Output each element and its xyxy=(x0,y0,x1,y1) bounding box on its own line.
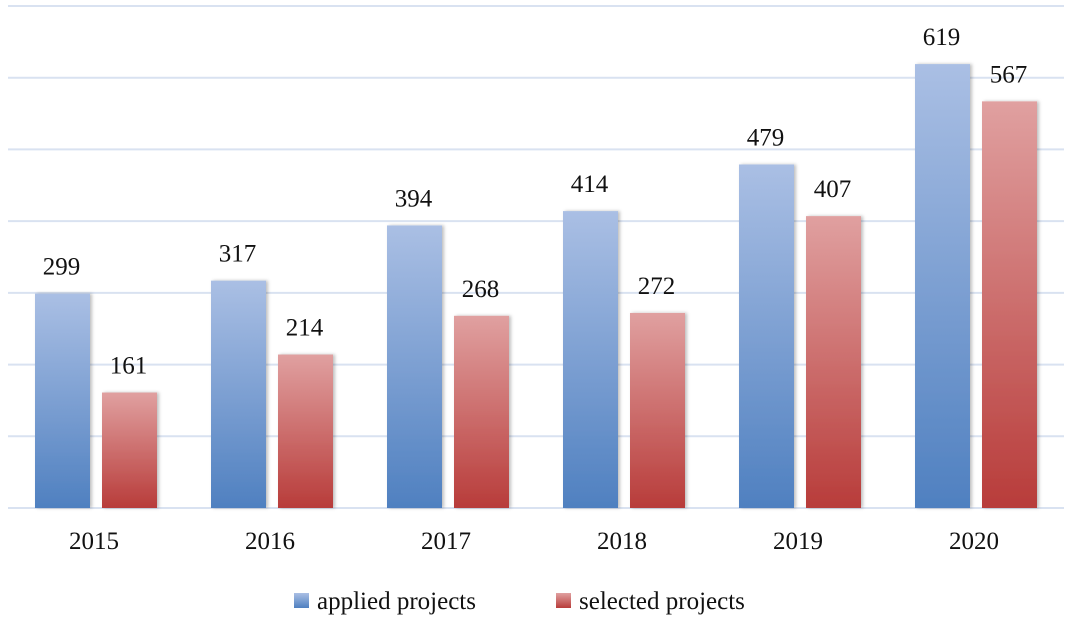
data-label: 567 xyxy=(990,61,1028,88)
bar-applied-2019 xyxy=(739,164,794,508)
x-tick-label: 2015 xyxy=(69,528,119,555)
data-label: 161 xyxy=(110,353,148,380)
bar-applied-2016 xyxy=(211,280,266,508)
x-tick-label: 2019 xyxy=(773,528,823,555)
bar-applied-2020 xyxy=(915,64,970,509)
bars xyxy=(35,64,1037,509)
data-label: 214 xyxy=(286,315,324,342)
legend-label: applied projects xyxy=(317,588,476,615)
data-label: 407 xyxy=(814,176,852,203)
data-label: 268 xyxy=(462,276,500,303)
legend-swatch-selected xyxy=(556,593,571,608)
data-label: 619 xyxy=(923,24,961,51)
data-label: 394 xyxy=(395,185,433,212)
bar-selected-2018 xyxy=(630,312,685,508)
gridlines xyxy=(8,5,1064,509)
data-labels: 299 161 317 214 394 268 414 272 479 407 619 567 xyxy=(43,24,1028,379)
x-tick-label: 2017 xyxy=(421,528,471,555)
x-tick-label: 2018 xyxy=(597,528,647,555)
data-label: 272 xyxy=(638,273,676,300)
bar-applied-2017 xyxy=(387,225,442,508)
data-label: 479 xyxy=(747,124,785,151)
x-tick-label: 2020 xyxy=(949,528,999,555)
bar-selected-2015 xyxy=(102,392,157,508)
bar-selected-2020 xyxy=(982,101,1037,508)
x-axis-ticks: 2015 2016 2017 2018 2019 2020 xyxy=(69,528,999,555)
x-tick-label: 2016 xyxy=(245,528,295,555)
bar-applied-2015 xyxy=(35,293,90,508)
data-label: 414 xyxy=(571,171,609,198)
bar-selected-2016 xyxy=(278,354,333,508)
legend-swatch-applied xyxy=(294,593,309,608)
legend: applied projects selected projects xyxy=(294,588,745,615)
bar-selected-2019 xyxy=(806,216,861,508)
legend-label: selected projects xyxy=(579,588,745,615)
data-label: 299 xyxy=(43,254,81,281)
bar-selected-2017 xyxy=(454,315,509,508)
data-label: 317 xyxy=(219,241,257,268)
bar-applied-2018 xyxy=(563,211,618,509)
